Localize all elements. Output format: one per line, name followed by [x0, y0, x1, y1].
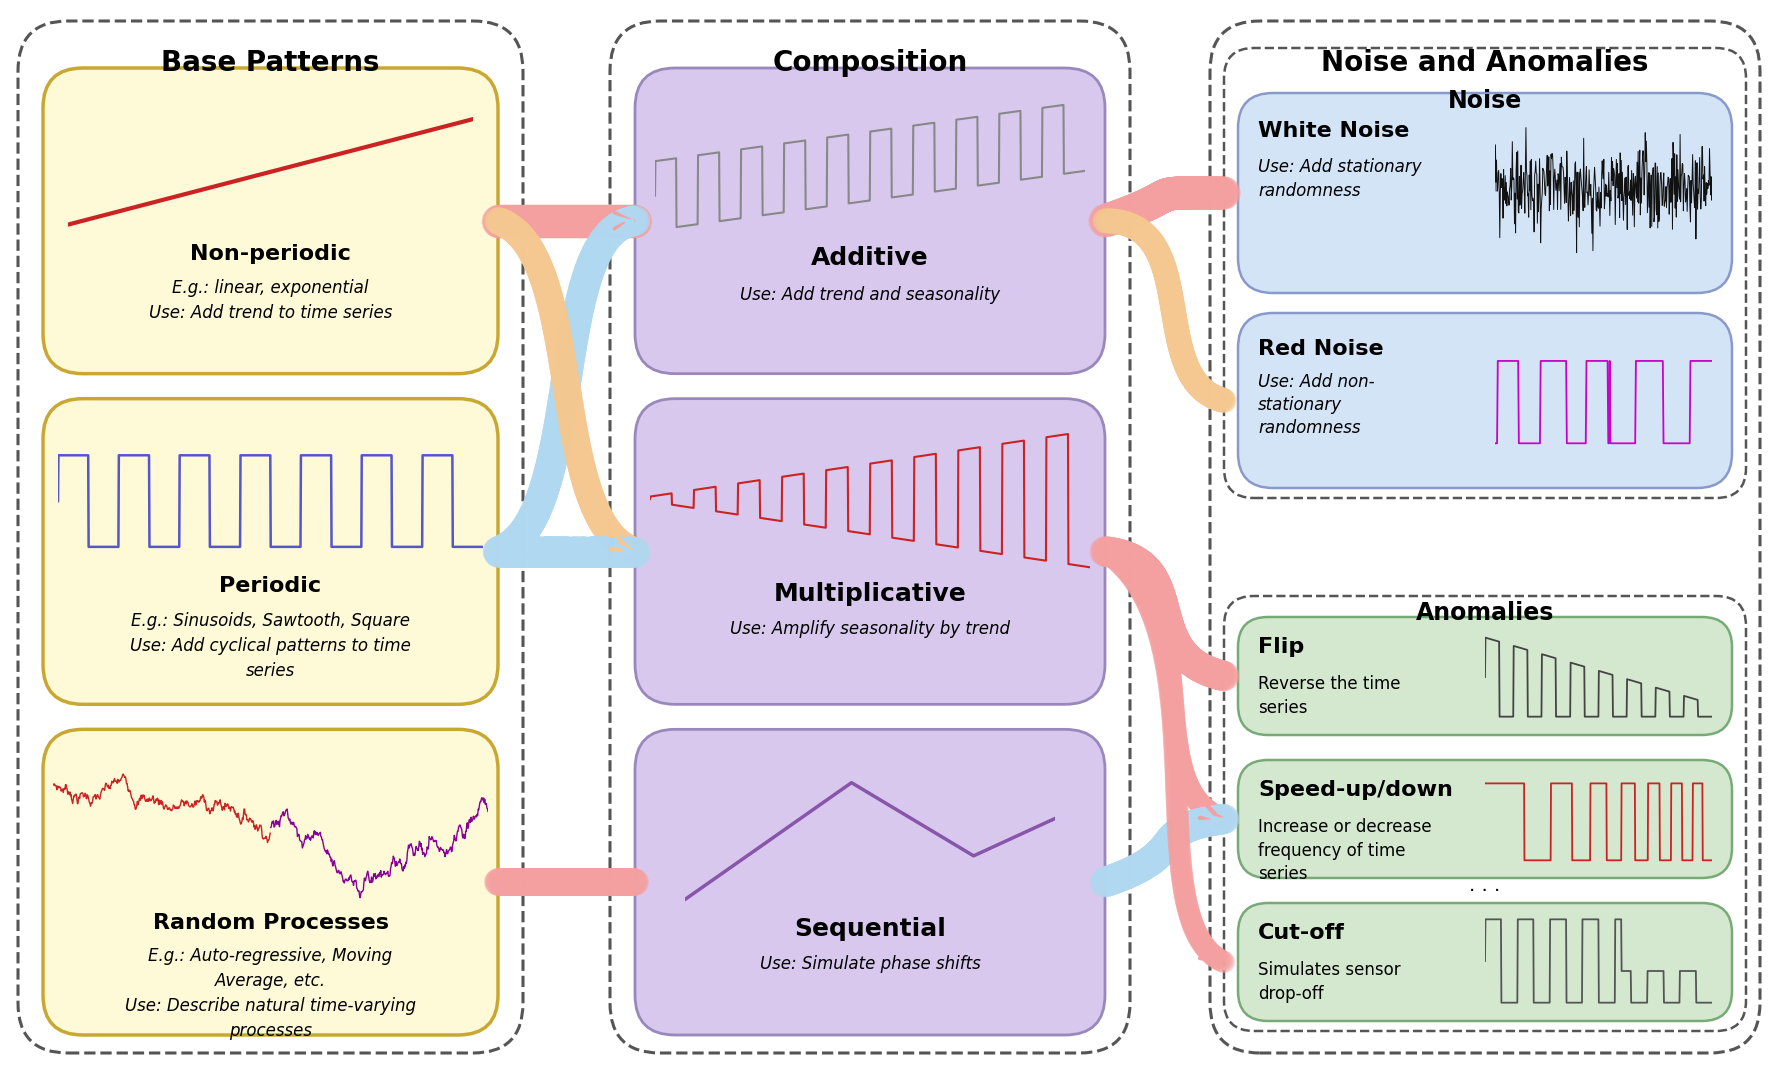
FancyBboxPatch shape: [635, 68, 1105, 374]
Text: Use: Simulate phase shifts: Use: Simulate phase shifts: [760, 955, 980, 973]
FancyBboxPatch shape: [1237, 94, 1733, 293]
Text: Anomalies: Anomalies: [1416, 601, 1554, 625]
FancyBboxPatch shape: [1237, 903, 1733, 1021]
Text: Noise: Noise: [1448, 89, 1522, 113]
Text: E.g.: Auto-regressive, Moving
Average, etc.
Use: Describe natural time-varying
p: E.g.: Auto-regressive, Moving Average, e…: [125, 947, 417, 1040]
FancyBboxPatch shape: [1237, 617, 1733, 735]
Text: Noise and Anomalies: Noise and Anomalies: [1321, 49, 1649, 77]
FancyBboxPatch shape: [635, 399, 1105, 704]
Text: Flip: Flip: [1259, 637, 1303, 657]
Text: Composition: Composition: [772, 49, 967, 77]
Text: Simulates sensor
drop-off: Simulates sensor drop-off: [1259, 961, 1400, 1003]
FancyBboxPatch shape: [43, 729, 499, 1035]
Text: Use: Add trend and seasonality: Use: Add trend and seasonality: [740, 286, 999, 303]
FancyBboxPatch shape: [1237, 760, 1733, 878]
Text: . . .: . . .: [1470, 876, 1500, 895]
Text: Reverse the time
series: Reverse the time series: [1259, 675, 1400, 717]
Text: Use: Add stationary
randomness: Use: Add stationary randomness: [1259, 158, 1421, 200]
Text: Use: Amplify seasonality by trend: Use: Amplify seasonality by trend: [730, 620, 1010, 639]
Text: Non-periodic: Non-periodic: [190, 244, 350, 263]
Text: Random Processes: Random Processes: [152, 913, 388, 933]
Text: Base Patterns: Base Patterns: [161, 49, 379, 77]
Text: Use: Add non-
stationary
randomness: Use: Add non- stationary randomness: [1259, 373, 1375, 436]
Text: E.g.: Sinusoids, Sawtooth, Square
Use: Add cyclical patterns to time
series: E.g.: Sinusoids, Sawtooth, Square Use: A…: [131, 613, 411, 680]
FancyBboxPatch shape: [635, 729, 1105, 1035]
FancyBboxPatch shape: [1237, 313, 1733, 488]
Text: Periodic: Periodic: [220, 576, 322, 597]
Text: Multiplicative: Multiplicative: [774, 583, 966, 606]
Text: E.g.: linear, exponential
Use: Add trend to time series: E.g.: linear, exponential Use: Add trend…: [148, 278, 392, 321]
FancyBboxPatch shape: [43, 68, 499, 374]
Text: Sequential: Sequential: [794, 917, 946, 941]
Text: Cut-off: Cut-off: [1259, 923, 1345, 943]
Text: Increase or decrease
frequency of time
series: Increase or decrease frequency of time s…: [1259, 818, 1432, 884]
Text: Additive: Additive: [812, 246, 928, 270]
Text: Red Noise: Red Noise: [1259, 339, 1384, 359]
FancyBboxPatch shape: [43, 399, 499, 704]
Text: White Noise: White Noise: [1259, 121, 1409, 141]
Text: Speed-up/down: Speed-up/down: [1259, 780, 1454, 800]
